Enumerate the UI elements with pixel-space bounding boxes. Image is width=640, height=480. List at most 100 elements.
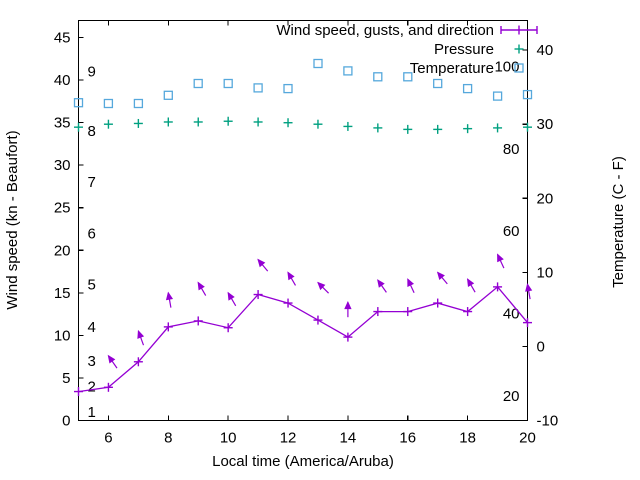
y-tick-label: 15 bbox=[54, 285, 71, 302]
wind-direction-arrow bbox=[377, 279, 387, 293]
wind-speed-point bbox=[493, 282, 503, 292]
legend-marker bbox=[514, 63, 524, 73]
y-tick-label: 0 bbox=[62, 413, 70, 430]
wind-direction-arrow bbox=[257, 258, 269, 272]
wind-speed-point bbox=[253, 290, 263, 300]
right-axis-celsius: -10 0 10 20 30 40 bbox=[522, 42, 559, 430]
beaufort-label: 2 bbox=[88, 378, 96, 395]
series-temperature bbox=[73, 58, 533, 109]
x-tick-label: 10 bbox=[220, 430, 237, 447]
fahrenheit-label: 100 bbox=[494, 59, 519, 76]
wind-speed-point bbox=[403, 307, 413, 317]
fahrenheit-label: 20 bbox=[503, 388, 520, 405]
beaufort-label: 7 bbox=[88, 174, 96, 191]
wind-speed-point bbox=[193, 316, 203, 326]
temperature-point bbox=[462, 83, 473, 94]
pressure-point bbox=[163, 117, 173, 127]
y-tick-label: 45 bbox=[54, 30, 71, 47]
y2-tick-label: 30 bbox=[537, 116, 554, 133]
x-axis-title: Local time (America/Aruba) bbox=[212, 453, 394, 470]
legend-label: Pressure bbox=[434, 41, 494, 58]
wind-speed-point bbox=[283, 298, 293, 308]
x-tick-label: 16 bbox=[399, 430, 416, 447]
pressure-point bbox=[493, 123, 503, 133]
y-tick-label: 10 bbox=[54, 327, 71, 344]
pressure-point bbox=[343, 121, 353, 131]
legend-label: Temperature bbox=[410, 60, 494, 77]
beaufort-label: 3 bbox=[88, 353, 96, 370]
legend-label: Wind speed, gusts, and direction bbox=[276, 22, 494, 39]
wind-direction-arrow bbox=[197, 281, 207, 296]
legend-marker bbox=[500, 25, 538, 35]
x-tick-label: 20 bbox=[519, 430, 536, 447]
temperature-point bbox=[403, 72, 413, 82]
wind-speed-point bbox=[463, 307, 473, 317]
y2-axis-title: Temperature (C - F) bbox=[610, 156, 627, 288]
temperature-point bbox=[313, 58, 323, 69]
temperature-point bbox=[343, 66, 353, 76]
y-tick-label: 20 bbox=[54, 242, 71, 259]
wind-speed-point bbox=[343, 332, 353, 342]
wind-speed-point bbox=[433, 298, 443, 308]
wind-speed-line bbox=[78, 285, 528, 393]
y2-tick-label: 20 bbox=[537, 190, 554, 207]
wind-speed-point bbox=[103, 382, 113, 392]
wind-direction-arrow bbox=[525, 283, 533, 300]
wind-direction-arrow bbox=[466, 278, 476, 293]
beaufort-label: 8 bbox=[88, 123, 96, 140]
beaufort-label: 5 bbox=[88, 276, 96, 293]
temperature-point bbox=[283, 83, 293, 94]
y2-tick-label: 10 bbox=[537, 264, 554, 281]
temperature-point bbox=[492, 91, 503, 101]
legend-marker bbox=[514, 44, 524, 54]
y2-tick-label: -10 bbox=[537, 413, 559, 430]
left-axis: 0 5 10 15 20 25 30 35 40 45 bbox=[54, 30, 84, 430]
wind-speed-point bbox=[74, 387, 83, 397]
temperature-point bbox=[73, 98, 84, 108]
x-tick-label: 12 bbox=[280, 430, 297, 447]
temperature-point bbox=[193, 78, 203, 89]
wind-direction-arrow bbox=[137, 329, 145, 346]
pressure-point bbox=[223, 116, 233, 126]
wind-direction-arrow bbox=[317, 281, 330, 294]
wind-direction-arrow bbox=[344, 300, 352, 318]
wind-speed-point bbox=[523, 318, 532, 328]
fahrenheit-label: 40 bbox=[503, 306, 520, 323]
x-tick-label: 8 bbox=[164, 430, 172, 447]
pressure-point bbox=[403, 124, 413, 134]
wind-direction-arrows bbox=[107, 253, 533, 369]
pressure-point bbox=[283, 118, 293, 128]
beaufort-label: 4 bbox=[88, 319, 96, 336]
series-pressure bbox=[74, 116, 532, 134]
legend: Wind speed, gusts, and direction Pressure… bbox=[276, 22, 538, 77]
pressure-point bbox=[523, 122, 532, 132]
y2-tick-label: 0 bbox=[537, 338, 545, 355]
y-tick-label: 5 bbox=[62, 370, 70, 387]
temperature-point bbox=[433, 78, 443, 89]
temperature-point bbox=[103, 98, 114, 109]
y-tick-label: 40 bbox=[54, 72, 71, 89]
fahrenheit-scale-labels: 20 40 60 80 100 bbox=[494, 59, 519, 405]
y-tick-label: 25 bbox=[54, 200, 71, 217]
pressure-point bbox=[373, 123, 383, 133]
pressure-point bbox=[74, 122, 83, 132]
bottom-axis: 6 8 10 12 14 16 18 20 bbox=[104, 20, 536, 447]
wind-direction-arrow bbox=[227, 291, 237, 307]
temperature-point bbox=[253, 83, 263, 93]
pressure-point bbox=[253, 117, 263, 127]
wind-speed-point bbox=[313, 315, 323, 325]
wind-speed-point bbox=[373, 307, 383, 317]
pressure-point bbox=[133, 118, 143, 128]
x-tick-label: 18 bbox=[459, 430, 476, 447]
pressure-point bbox=[433, 124, 443, 134]
wind-direction-arrow bbox=[407, 278, 415, 294]
beaufort-label: 9 bbox=[88, 64, 96, 81]
y-tick-label: 30 bbox=[54, 157, 71, 174]
pressure-point bbox=[193, 117, 203, 127]
temperature-point bbox=[133, 98, 144, 109]
wind-speed-point bbox=[133, 357, 143, 367]
y-tick-label: 35 bbox=[54, 115, 71, 132]
beaufort-scale-labels: 1 2 3 4 5 6 7 8 9 bbox=[88, 64, 96, 421]
